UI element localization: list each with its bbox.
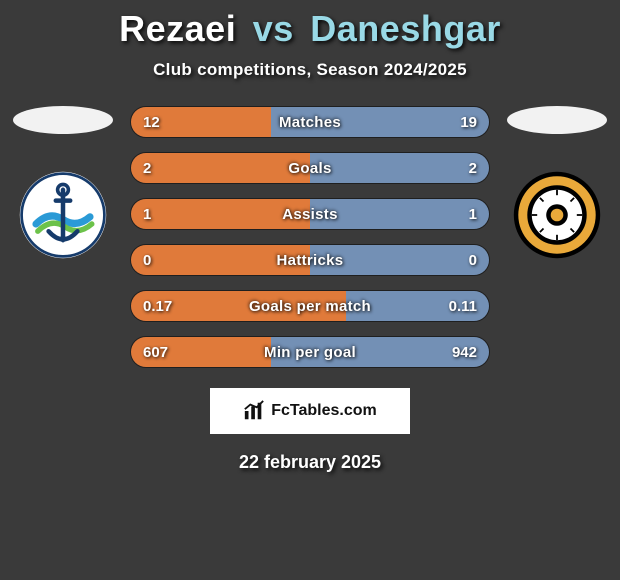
stat-label: Matches <box>131 107 489 137</box>
stat-value-right: 942 <box>452 337 477 367</box>
stat-value-left: 1 <box>143 199 151 229</box>
comparison-title: Rezaei vs Daneshgar <box>0 8 620 50</box>
stat-value-left: 0.17 <box>143 291 172 321</box>
date-text: 22 february 2025 <box>0 452 620 473</box>
stat-value-right: 1 <box>469 199 477 229</box>
stat-value-right: 0 <box>469 245 477 275</box>
stat-bars: Matches12 19 Goals2 2 Assists1 1 Hattricks0 0 Go… <box>130 106 490 368</box>
stat-bar: Assists1 1 <box>130 198 490 230</box>
stat-label: Goals <box>131 153 489 183</box>
player1-photo-placeholder <box>13 106 113 134</box>
stat-value-left: 2 <box>143 153 151 183</box>
chart-icon <box>243 400 265 422</box>
sun-crest-icon <box>512 170 602 260</box>
stat-bar: Goals2 2 <box>130 152 490 184</box>
brand-text: FcTables.com <box>271 402 377 420</box>
stat-label: Hattricks <box>131 245 489 275</box>
stat-label: Assists <box>131 199 489 229</box>
right-side-column <box>502 106 612 260</box>
subtitle: Club competitions, Season 2024/2025 <box>0 60 620 80</box>
player1-club-badge <box>18 170 108 260</box>
stat-bar: Goals per match0.17 0.11 <box>130 290 490 322</box>
stat-value-left: 0 <box>143 245 151 275</box>
anchor-crest-icon <box>18 170 108 260</box>
vs-label: vs <box>253 8 294 49</box>
stat-value-right: 19 <box>460 107 477 137</box>
stat-value-right: 0.11 <box>449 291 477 321</box>
player2-name: Daneshgar <box>310 8 501 49</box>
stat-value-left: 12 <box>143 107 160 137</box>
stat-bar: Hattricks0 0 <box>130 244 490 276</box>
stat-bar: Min per goal607 942 <box>130 336 490 368</box>
stat-bar: Matches12 19 <box>130 106 490 138</box>
stat-label: Min per goal <box>131 337 489 367</box>
player2-club-badge <box>512 170 602 260</box>
stat-value-right: 2 <box>469 153 477 183</box>
player1-name: Rezaei <box>119 8 236 49</box>
stat-label: Goals per match <box>131 291 489 321</box>
stat-value-left: 607 <box>143 337 168 367</box>
infographic: Rezaei vs Daneshgar Club competitions, S… <box>0 0 620 473</box>
left-side-column <box>8 106 118 260</box>
main-row: Matches12 19 Goals2 2 Assists1 1 Hattricks0 0 Go… <box>0 106 620 368</box>
brand-box: FcTables.com <box>210 388 410 434</box>
player2-photo-placeholder <box>507 106 607 134</box>
